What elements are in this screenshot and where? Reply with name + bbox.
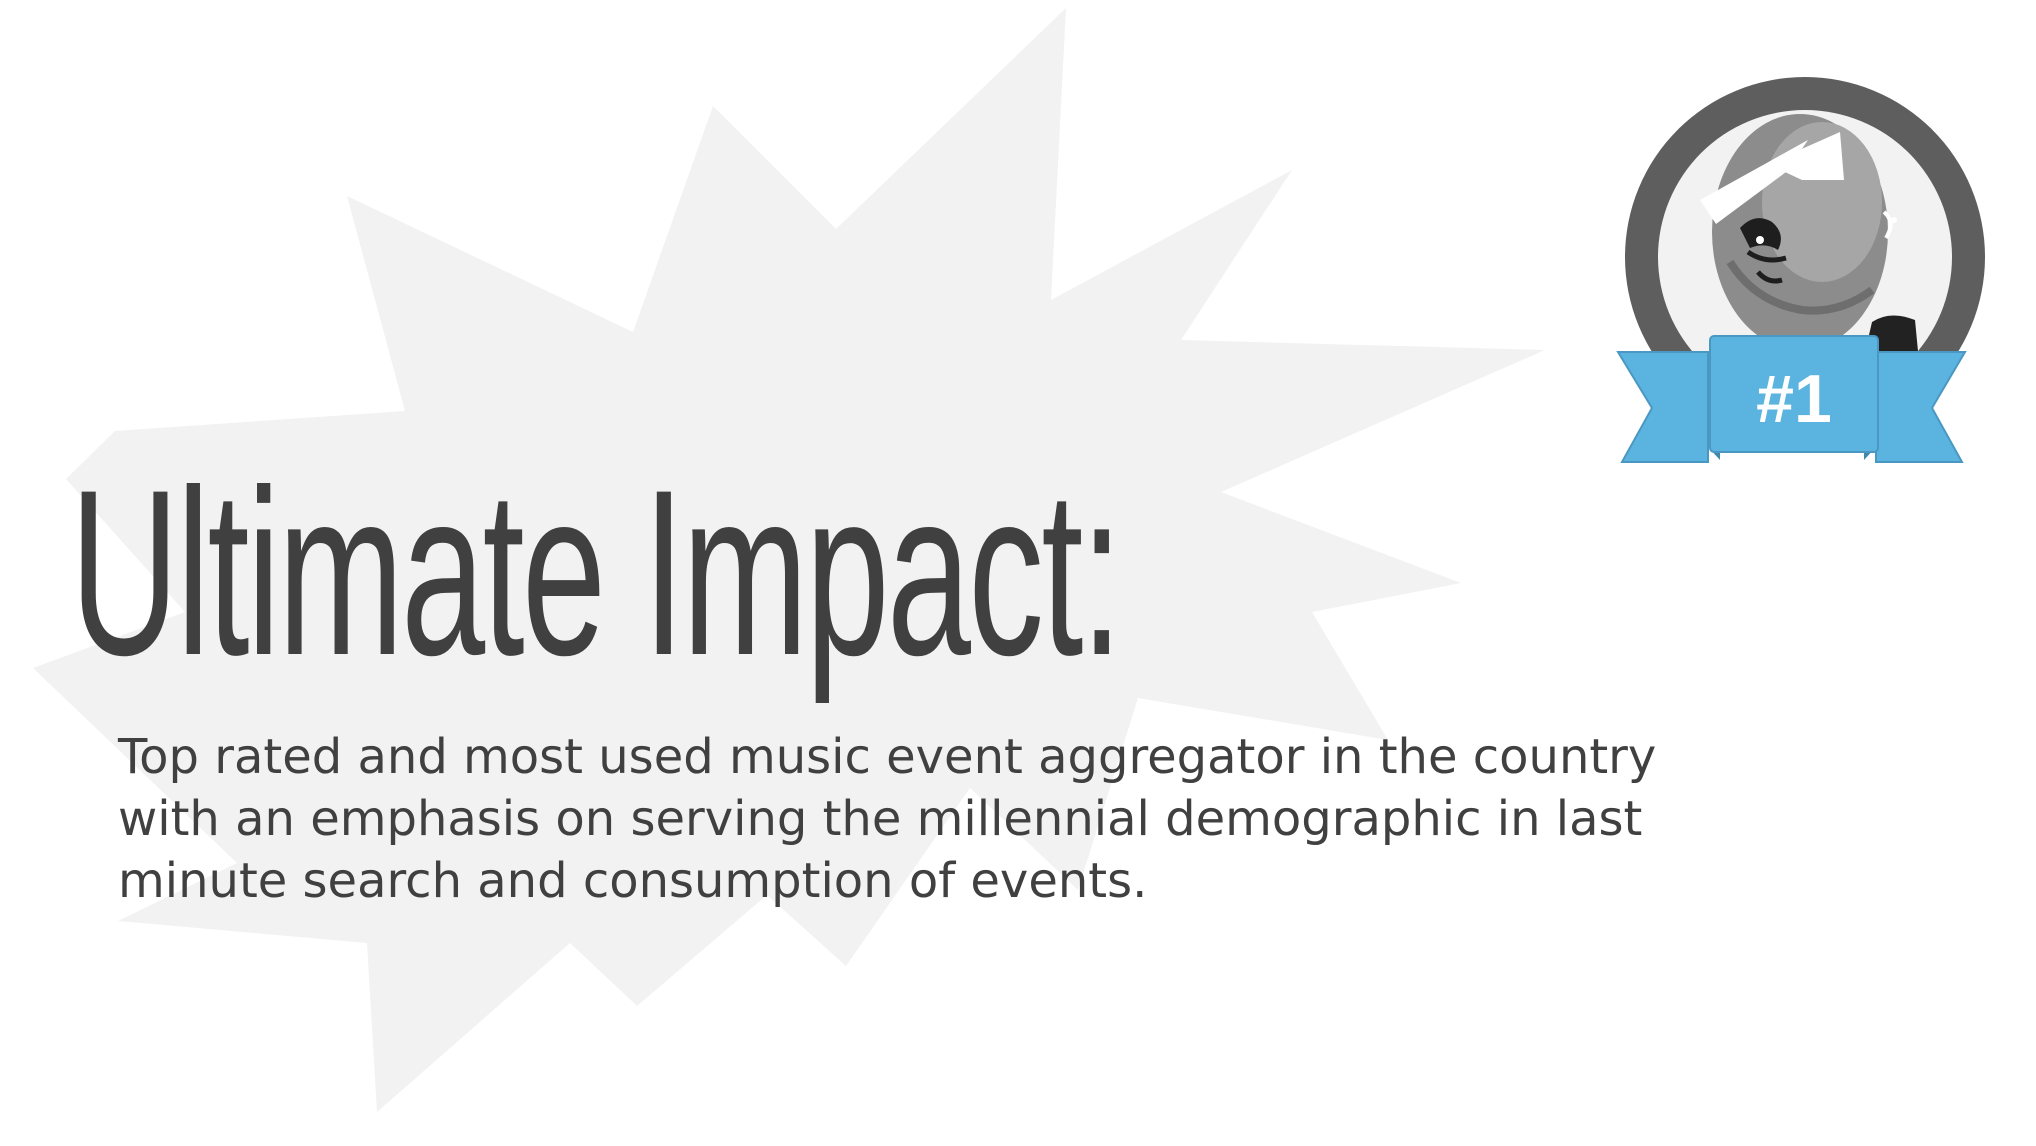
- avatar-illustration: [1700, 114, 1920, 374]
- slide-title: Ultimate Impact:: [70, 441, 1123, 705]
- slide-body-text: Top rated and most used music event aggr…: [118, 729, 1657, 909]
- ranking-badge-icon: #1: [1616, 77, 1985, 463]
- badge-label: #1: [1756, 361, 1832, 437]
